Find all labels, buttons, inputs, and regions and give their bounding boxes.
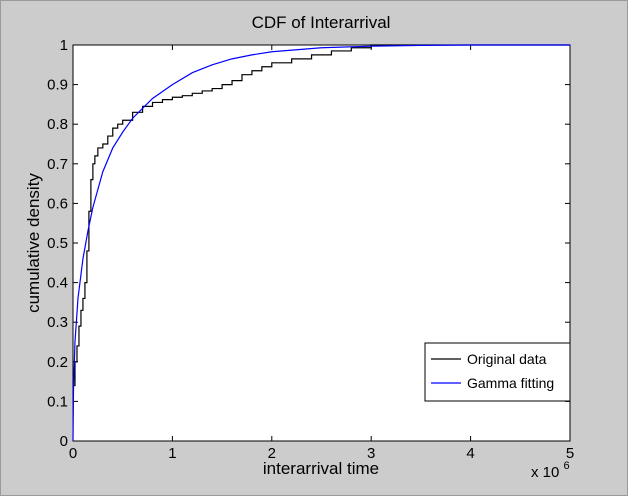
y-tick-label: 0.1: [47, 393, 68, 410]
legend-entry: Original data: [467, 351, 547, 367]
y-tick-label: 0.4: [47, 275, 68, 292]
x-axis-label: interarrival time: [263, 459, 379, 478]
x-tick-label: 5: [566, 445, 574, 462]
y-tick-label: 0.2: [47, 354, 68, 371]
y-axis: 0 0.1 0.2 0.3 0.4 0.5 0.6 0.7 0.8 0.9 1: [47, 37, 570, 450]
y-tick-label: 0.8: [47, 116, 68, 133]
series-line-gamma-fitting: [72, 44, 570, 442]
y-tick-label: 0: [60, 433, 68, 450]
series-layer: [72, 44, 570, 442]
legend-box: [424, 342, 571, 402]
series-line-original-data: [73, 44, 570, 387]
x-tick-label: 2: [268, 445, 276, 462]
x-tick-label: 3: [367, 445, 375, 462]
x-multiplier-base: x 10: [531, 464, 559, 481]
y-tick-label: 0.9: [47, 77, 68, 94]
y-tick-label: 0.6: [47, 195, 68, 212]
y-tick-label: 0.7: [47, 156, 68, 173]
x-tick-label: 4: [466, 445, 474, 462]
y-axis-label: cumulative density: [24, 173, 43, 313]
x-multiplier-exponent: 6: [564, 460, 570, 472]
x-multiplier: x 10 6: [531, 460, 570, 481]
x-tick-label: 1: [168, 445, 176, 462]
legend: Original data Gamma fitting: [424, 342, 571, 402]
x-tick-label: 0: [69, 445, 77, 462]
y-tick-label: 1: [60, 37, 68, 54]
legend-entry: Gamma fitting: [467, 375, 554, 391]
y-tick-label: 0.3: [47, 314, 68, 331]
chart-title: CDF of Interarrival: [252, 13, 391, 32]
y-tick-label: 0.5: [47, 235, 68, 252]
